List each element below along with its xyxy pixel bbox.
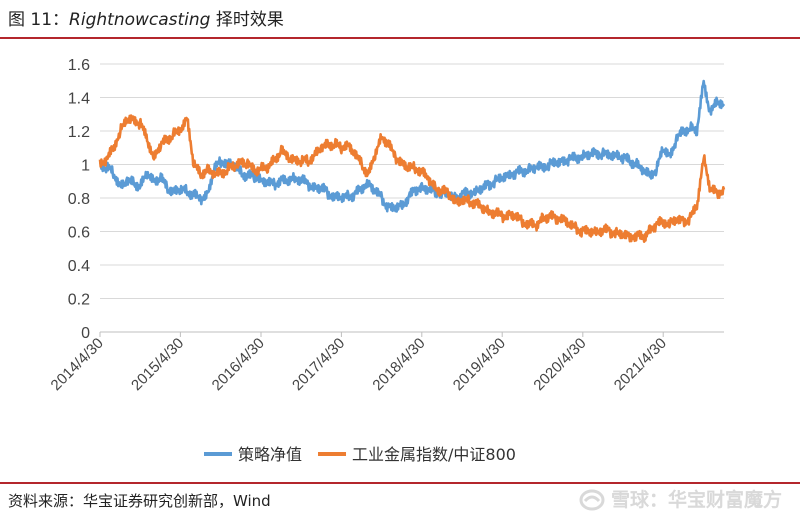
legend-label: 策略净值 xyxy=(238,445,302,464)
figure-title-suffix: 择时效果 xyxy=(210,10,284,30)
x-tick-label: 2019/4/30 xyxy=(450,335,509,394)
title-divider xyxy=(0,37,800,39)
y-tick-label: 0.8 xyxy=(68,191,90,208)
source-note: 资料来源：华宝证券研究创新部，Wind xyxy=(8,492,271,510)
x-tick-label: 2014/4/30 xyxy=(48,335,107,394)
figure-title: 图 11：Rightnowcasting 择时效果 xyxy=(8,6,284,34)
line-chart: 0 0.2 0.4 0.6 0.8 1 1.2 1.4 1.6 2014/4/30 2015/4/… xyxy=(48,57,726,464)
y-tick-label: 1.4 xyxy=(68,91,90,108)
y-tick-label: 0 xyxy=(81,325,90,342)
legend-label: 工业金属指数/中证800 xyxy=(352,445,516,464)
x-tick-label: 2017/4/30 xyxy=(289,335,348,394)
watermark-text: 雪球：华宝财富魔方 xyxy=(610,489,782,511)
series-lines xyxy=(98,79,726,243)
gridlines xyxy=(100,63,724,333)
y-tick-label: 0.2 xyxy=(68,292,90,309)
y-axis: 0 0.2 0.4 0.6 0.8 1 1.2 1.4 1.6 xyxy=(68,57,90,342)
figure-model-name: Rightnowcasting xyxy=(69,10,211,30)
y-tick-label: 0.4 xyxy=(68,258,90,275)
snowball-logo-icon xyxy=(579,489,605,511)
x-tick-label: 2015/4/30 xyxy=(128,335,187,394)
y-tick-label: 1.6 xyxy=(68,57,90,74)
series-line-2 xyxy=(98,114,726,243)
y-tick-label: 1 xyxy=(81,158,90,175)
x-tick-label: 2021/4/30 xyxy=(611,335,670,394)
footer-divider xyxy=(0,482,800,484)
y-tick-label: 0.6 xyxy=(68,225,90,242)
x-tick-label: 2020/4/30 xyxy=(530,335,589,394)
series-line-1 xyxy=(99,79,726,213)
x-tick-label: 2016/4/30 xyxy=(209,335,268,394)
y-tick-label: 1.2 xyxy=(68,124,90,141)
figure-number: 图 11： xyxy=(8,10,70,30)
x-tick-label: 2018/4/30 xyxy=(369,335,428,394)
x-axis: 2014/4/30 2015/4/30 2016/4/30 2017/4/30 2018… xyxy=(48,332,670,394)
legend: 策略净值 工业金属指数/中证800 xyxy=(204,445,516,464)
watermark: 雪球：华宝财富魔方 xyxy=(579,486,782,514)
